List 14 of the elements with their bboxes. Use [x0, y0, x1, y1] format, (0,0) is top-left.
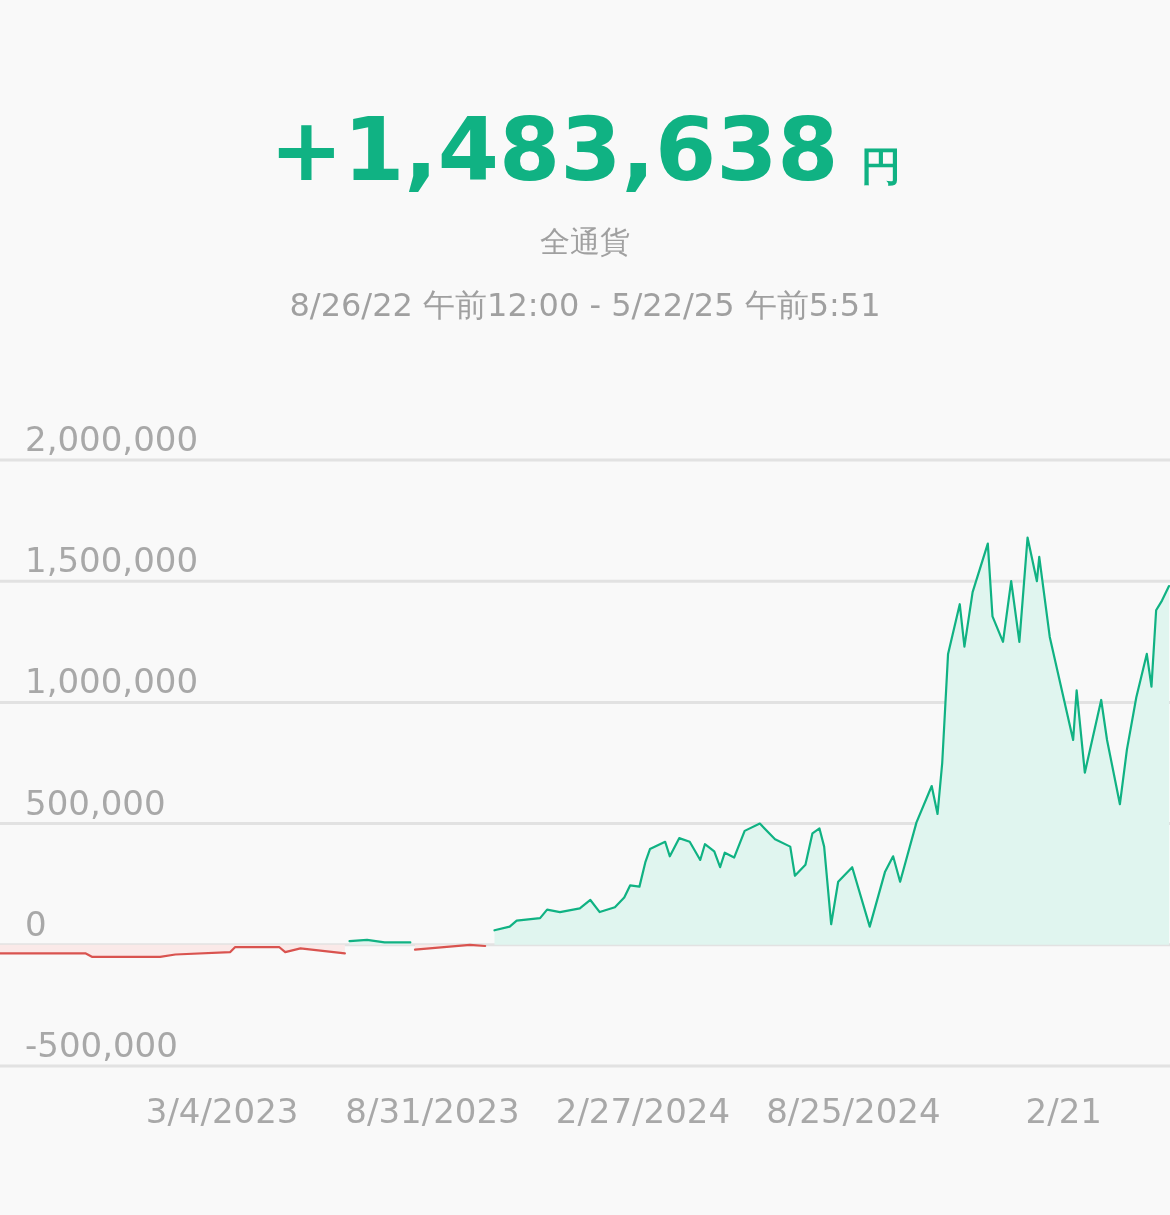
- y-tick-label: 0: [25, 903, 47, 944]
- x-tick-label: 8/25/2024: [766, 1091, 941, 1131]
- y-tick-label: -500,000: [25, 1025, 178, 1065]
- y-tick-label: 2,000,000: [25, 419, 199, 459]
- y-tick-label: 1,500,000: [25, 540, 199, 581]
- chart-subtitle: 全通貨: [540, 224, 630, 259]
- y-tick-label: 500,000: [25, 782, 166, 823]
- chart-title: +1,483,638 円: [269, 98, 901, 201]
- x-tick-label: 3/4/2023: [145, 1091, 299, 1131]
- y-tick-label: 1,000,000: [25, 661, 199, 702]
- text: 8/26/22 午前12:00 - 5/22/25 午前5:51: [289, 286, 881, 324]
- x-tick-label: 2/27/2024: [555, 1091, 731, 1131]
- x-tick-label: 2/21: [1025, 1091, 1102, 1131]
- x-tick-label: 8/31/2023: [345, 1091, 520, 1131]
